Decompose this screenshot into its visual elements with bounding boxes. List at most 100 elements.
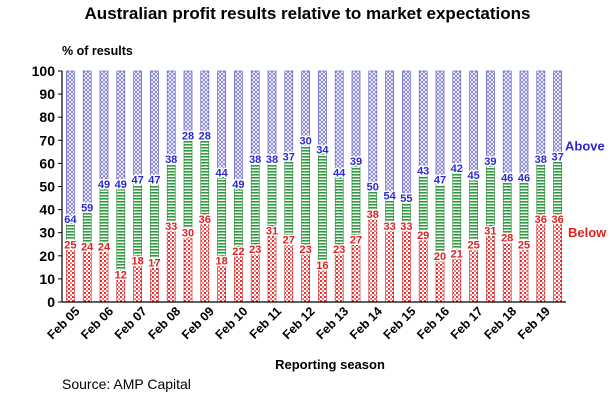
bar-segment: [301, 70, 310, 141]
y-tick-label: 30: [39, 225, 55, 241]
below-value-label: 18: [215, 255, 227, 267]
bar-segment: [234, 183, 243, 252]
above-value-label: 46: [501, 172, 513, 184]
above-value-label: 38: [165, 154, 177, 166]
bar-segment: [301, 140, 310, 250]
bar-segment: [502, 237, 512, 303]
bar-segment: [116, 70, 126, 185]
above-value-label: 59: [81, 202, 93, 214]
above-value-label: 30: [299, 135, 311, 147]
bar-segment: [368, 70, 378, 187]
legend-label-above: Above: [565, 138, 605, 153]
bar-segment: [418, 70, 428, 171]
x-axis-label: Reporting season: [275, 357, 385, 372]
bar-segment: [418, 170, 428, 236]
bar-segment: [351, 160, 361, 240]
bar-segment: [469, 174, 478, 245]
below-value-label: 33: [383, 221, 395, 233]
x-tick-label: Feb 17: [448, 304, 486, 342]
above-value-label: 28: [182, 131, 194, 143]
below-value-label: 33: [165, 221, 177, 233]
below-value-label: 23: [249, 244, 261, 256]
below-value-label: 33: [400, 221, 412, 233]
bar-segment: [553, 218, 562, 303]
bar-segment: [99, 183, 109, 247]
y-tick-label: 40: [39, 202, 55, 218]
x-tick-label: Feb 15: [381, 304, 419, 342]
above-value-label: 38: [266, 154, 278, 166]
y-tick-label: 70: [39, 132, 55, 148]
below-value-label: 17: [148, 258, 160, 270]
above-value-label: 49: [98, 179, 110, 191]
bar-segment: [502, 176, 512, 238]
bar-segment: [536, 218, 546, 303]
bar-segment: [150, 179, 159, 264]
above-value-label: 44: [215, 168, 228, 180]
y-tick-label: 80: [39, 109, 55, 125]
x-tick-label: Feb 09: [179, 304, 217, 342]
bar-segment: [452, 70, 462, 169]
below-value-label: 28: [501, 232, 513, 244]
bar-segment: [418, 234, 428, 303]
above-value-label: 47: [148, 175, 160, 187]
bar-segment: [385, 70, 394, 197]
bar-segment: [166, 158, 176, 227]
bar-segment: [133, 179, 142, 261]
bar-segment: [284, 70, 294, 157]
below-value-label: 24: [98, 242, 111, 254]
bar-segment: [183, 70, 193, 136]
below-value-label: 24: [81, 242, 94, 254]
bar-segment: [217, 172, 226, 261]
bar-segment: [82, 70, 92, 208]
y-tick-label: 20: [39, 248, 55, 264]
bar-segment: [435, 179, 445, 257]
x-tick-label: Feb 12: [280, 304, 318, 342]
bar-segment: [301, 248, 310, 303]
y-tick-label: 60: [39, 155, 55, 171]
bar-segment: [99, 70, 109, 185]
bar-segment: [553, 70, 562, 157]
bar-segment: [435, 70, 445, 180]
bar-segment: [469, 70, 478, 176]
bar-segment: [200, 135, 210, 220]
below-value-label: 36: [199, 214, 211, 226]
y-tick-label: 0: [47, 294, 55, 310]
bar-segment: [334, 70, 344, 173]
below-value-label: 12: [115, 269, 127, 281]
y-tick-label: 100: [32, 63, 56, 79]
above-value-label: 54: [383, 191, 396, 203]
below-value-label: 23: [299, 244, 311, 256]
bar-segment: [234, 70, 243, 185]
above-value-label: 55: [400, 193, 412, 205]
bar-segment: [166, 225, 176, 303]
bar-segment: [536, 70, 546, 160]
bar-segment: [402, 70, 411, 199]
below-value-label: 36: [535, 214, 547, 226]
bar-segment: [318, 149, 327, 266]
above-value-label: 38: [249, 154, 261, 166]
bar-segment: [385, 225, 394, 303]
above-value-label: 47: [131, 175, 143, 187]
bar-segment: [284, 156, 294, 240]
above-value-label: 39: [350, 156, 362, 168]
above-value-label: 39: [484, 156, 496, 168]
x-tick-label: Feb 08: [145, 304, 183, 342]
bar-segment: [368, 213, 378, 303]
bar-segment: [250, 70, 260, 160]
bar-segment: [452, 253, 462, 303]
above-value-label: 28: [199, 131, 211, 143]
y-tick-label: 90: [39, 86, 55, 102]
bar-segment: [536, 158, 546, 220]
below-value-label: 16: [316, 260, 328, 272]
source-note: Source: AMP Capital: [62, 376, 191, 392]
above-value-label: 45: [467, 170, 479, 182]
bar-segment: [486, 230, 495, 303]
bar-segment: [99, 246, 109, 303]
below-value-label: 31: [484, 225, 496, 237]
bar-segment: [452, 167, 462, 254]
bar-segment: [519, 176, 529, 245]
below-value-label: 27: [283, 235, 295, 247]
bar-segment: [402, 225, 411, 303]
